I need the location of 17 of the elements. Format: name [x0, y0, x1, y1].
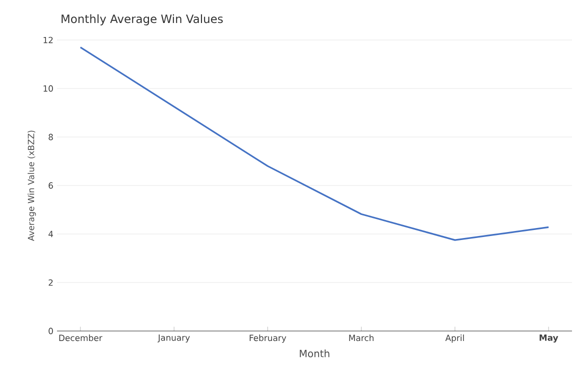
x-tick-label: April	[445, 334, 464, 343]
y-tick-label: 12	[44, 36, 53, 44]
y-tick-label: 8	[48, 134, 53, 140]
y-tick-label: 10	[44, 85, 53, 92]
y-tick-label: 0	[48, 328, 53, 334]
y-tick-label: 2	[48, 279, 53, 286]
x-axis-title: Month	[300, 350, 330, 358]
x-tick-label: May	[540, 334, 558, 343]
x-tick-label: February	[250, 334, 286, 343]
x-tick-label: December	[59, 334, 102, 342]
y-axis-title: Average Win Value (xBZZ)	[28, 130, 36, 241]
line-series	[80, 46, 550, 241]
y-tick-label: 6	[48, 182, 53, 189]
chart-title: Monthly Average Win Values	[62, 14, 223, 26]
x-tick-label: January	[158, 334, 190, 342]
y-tick-label: 4	[48, 230, 53, 238]
x-tick-label: March	[349, 334, 374, 342]
